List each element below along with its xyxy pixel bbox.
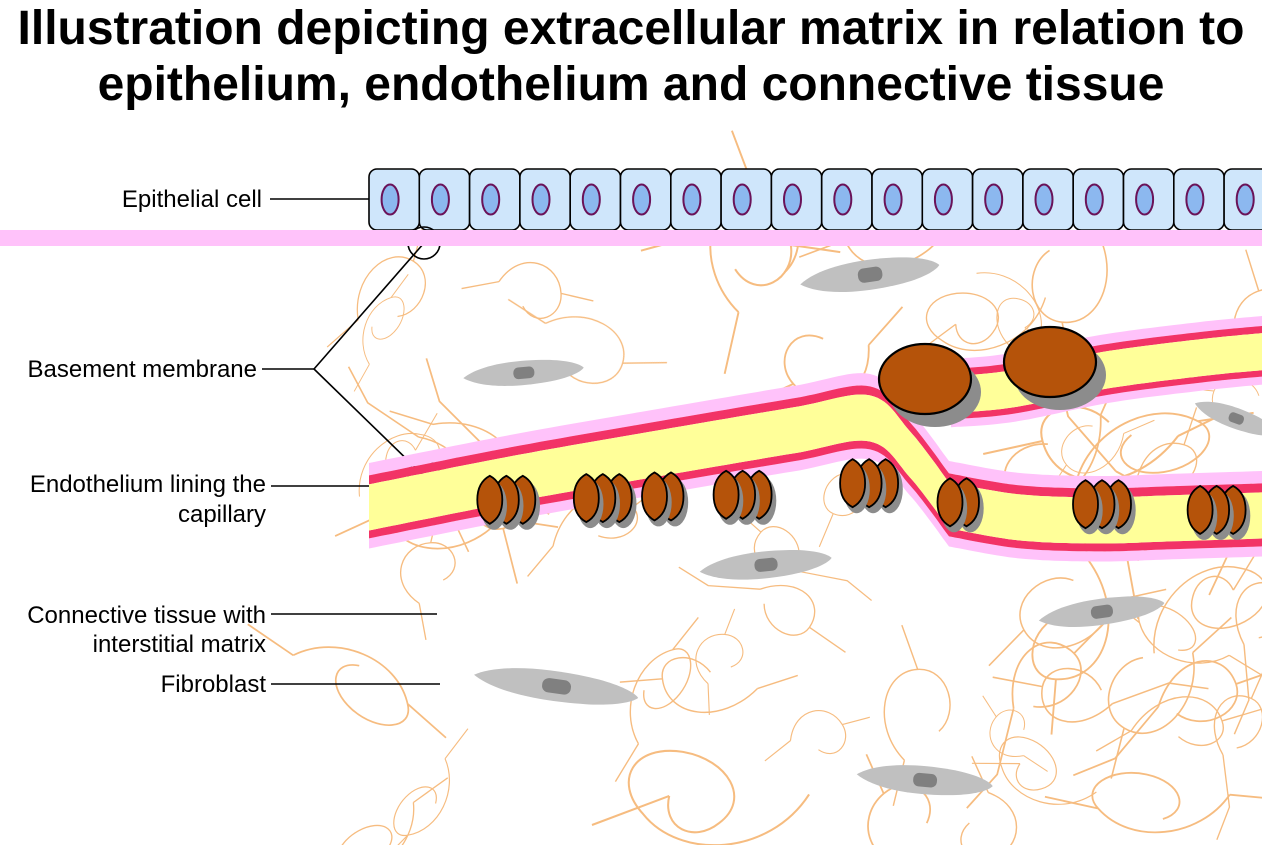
svg-text:capillary: capillary: [178, 501, 266, 528]
svg-text:Illustration depicting extrace: Illustration depicting extracellular mat…: [18, 2, 1245, 55]
svg-text:interstitial matrix: interstitial matrix: [93, 631, 266, 658]
svg-text:Connective tissue with: Connective tissue with: [27, 602, 266, 629]
svg-text:Basement membrane: Basement membrane: [28, 356, 257, 383]
svg-text:Epithelial cell: Epithelial cell: [122, 186, 262, 213]
svg-text:Fibroblast: Fibroblast: [161, 671, 267, 698]
svg-text:epithelium, endothelium and co: epithelium, endothelium and connective t…: [98, 58, 1165, 111]
svg-text:Endothelium lining the: Endothelium lining the: [30, 471, 266, 498]
